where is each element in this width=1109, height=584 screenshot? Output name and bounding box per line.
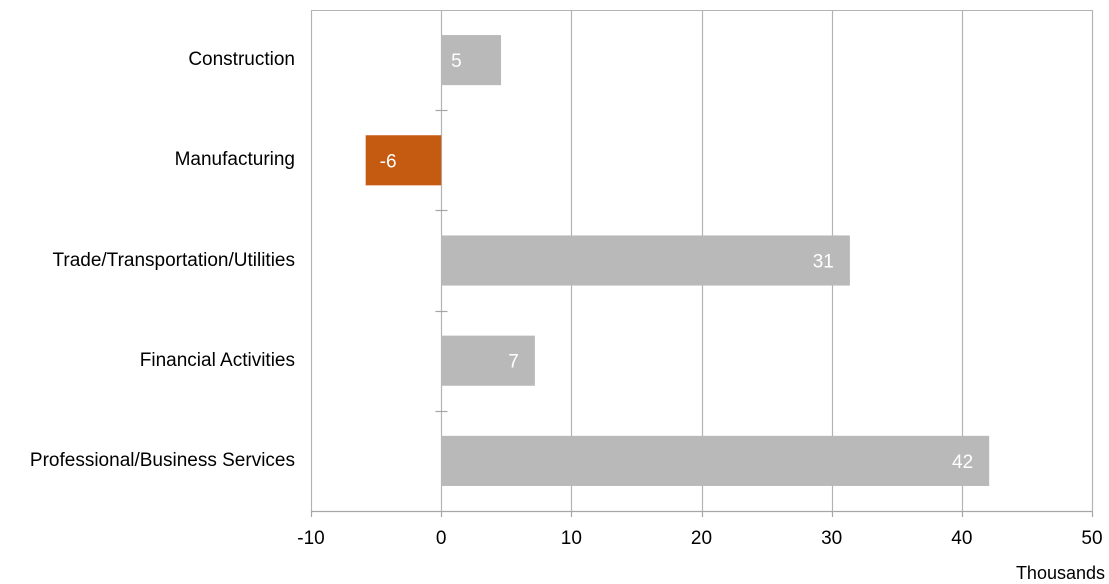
category-label: Trade/Transportation/Utilities: [52, 249, 295, 271]
bar-data-label: 7: [508, 352, 519, 373]
x-tick-label: 20: [690, 528, 713, 549]
x-tick-label: 0: [435, 528, 447, 549]
bar-professional-business-services: [441, 435, 990, 486]
x-tick-label: 50: [1081, 528, 1103, 549]
bar-manufacturing: [365, 135, 442, 186]
x-tick-label: 10: [560, 528, 582, 549]
bar-data-label: 5: [451, 51, 462, 72]
category-label: Construction: [188, 49, 295, 71]
bar-data-label: 31: [813, 252, 834, 273]
bar-financial-activities: [441, 335, 535, 386]
x-tick-label: 40: [951, 528, 973, 549]
x-tick-label: 30: [821, 528, 843, 549]
x-tick-label: -10: [297, 528, 325, 549]
bar-data-label: 42: [952, 452, 973, 473]
category-label: Manufacturing: [174, 149, 295, 171]
x-axis-unit-label: Thousands: [1015, 563, 1105, 583]
category-label: Professional/Business Services: [29, 449, 295, 471]
category-label: Financial Activities: [139, 349, 295, 371]
bar-trade-transportation-utilities: [441, 235, 850, 286]
bar-construction: [441, 35, 502, 86]
bar-data-label: -6: [380, 151, 397, 172]
